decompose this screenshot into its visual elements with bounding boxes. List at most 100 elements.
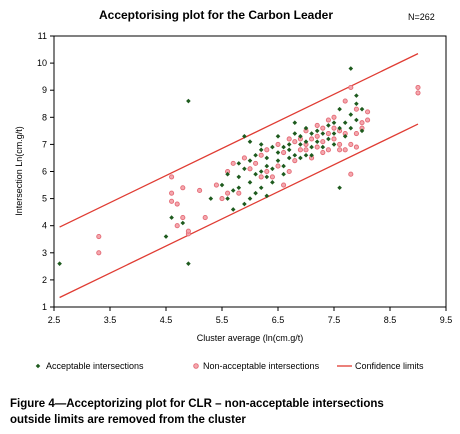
plot-area: [53, 35, 447, 308]
non-acceptable-point: [337, 147, 343, 153]
non-acceptable-point: [169, 190, 175, 196]
non-acceptable-point: [348, 84, 354, 91]
acceptable-point: [309, 152, 314, 158]
acceptable-point: [236, 161, 242, 166]
acceptable-point: [275, 158, 281, 163]
acceptable-point: [298, 142, 303, 147]
legend-acceptable-marker: [35, 363, 41, 369]
non-acceptable-point: [281, 182, 287, 188]
non-acceptable-point: [96, 250, 102, 256]
confidence-limits-lines: [59, 53, 419, 299]
x-tick-label: 2.5: [48, 315, 61, 325]
acceptable-point: [286, 147, 292, 153]
non-acceptable-point: [258, 152, 264, 158]
acceptable-point: [247, 196, 253, 201]
non-acceptable-point: [174, 201, 180, 207]
non-acceptable-point: [297, 147, 303, 153]
acceptable-point: [186, 98, 191, 104]
non-acceptable-point: [325, 147, 331, 153]
caption-line-1: Figure 4—Acceptorizing plot for CLR – no…: [10, 398, 384, 410]
acceptable-point: [258, 147, 264, 153]
acceptable-point: [253, 152, 258, 158]
x-tick-label: 5.5: [216, 315, 229, 325]
data-points: [57, 66, 421, 266]
non-acceptable-point: [236, 190, 242, 196]
non-acceptable-point: [415, 84, 421, 91]
acceptable-point: [292, 152, 298, 158]
x-axis-label: Cluster average (ln(cm.g/t): [197, 333, 304, 343]
acceptable-point: [337, 185, 342, 191]
acceptable-point: [348, 66, 354, 71]
acceptable-point: [348, 125, 354, 131]
non-acceptable-point: [331, 136, 337, 142]
non-acceptable-point: [264, 168, 270, 175]
acceptable-point: [303, 125, 309, 131]
x-tick-label: 3.5: [104, 315, 117, 325]
acceptable-point: [169, 215, 174, 220]
non-acceptable-point: [292, 158, 298, 164]
acceptable-point: [208, 196, 214, 201]
non-acceptable-point: [365, 117, 371, 123]
acceptable-point: [57, 261, 62, 266]
acceptable-point: [337, 125, 342, 131]
acceptable-point: [258, 169, 264, 174]
acceptable-point: [320, 144, 326, 150]
acceptable-point: [326, 136, 331, 142]
acceptable-point: [247, 180, 253, 185]
non-acceptable-point: [169, 174, 175, 180]
acceptable-point: [342, 120, 348, 126]
non-acceptable-point: [286, 136, 292, 142]
non-acceptable-point: [247, 166, 253, 172]
acceptable-point: [264, 163, 270, 169]
acceptable-point: [275, 133, 281, 139]
non-acceptable-point: [180, 215, 186, 221]
acceptable-point: [225, 196, 230, 201]
acceptable-point: [326, 123, 331, 128]
acceptable-point: [253, 171, 258, 177]
sample-size-annotation: N=262: [408, 12, 435, 22]
acceptable-point: [281, 171, 286, 177]
non-acceptable-point: [96, 233, 102, 240]
non-acceptable-point: [353, 131, 359, 137]
acceptable-point: [264, 174, 270, 180]
acceptable-point: [186, 261, 191, 266]
acceptable-point: [242, 166, 247, 172]
non-acceptable-point: [185, 228, 191, 234]
non-acceptable-point: [202, 215, 208, 221]
non-acceptable-point: [348, 171, 354, 177]
acceptable-point: [180, 220, 186, 226]
acceptable-point: [270, 180, 275, 185]
non-acceptable-point: [331, 114, 337, 120]
acceptable-point: [258, 185, 264, 191]
non-acceptable-point: [197, 187, 203, 194]
non-acceptable-point: [342, 147, 348, 153]
non-acceptable-point: [281, 149, 287, 156]
non-acceptable-point: [309, 136, 315, 142]
acceptable-point: [303, 139, 309, 144]
acceptable-point: [286, 142, 292, 147]
non-acceptable-point: [169, 198, 175, 204]
acceptable-point: [281, 163, 286, 169]
non-acceptable-point: [253, 160, 259, 166]
non-acceptable-point: [337, 141, 343, 147]
acceptable-point: [247, 139, 253, 144]
y-tick-label: 10: [37, 58, 47, 68]
non-acceptable-point: [320, 139, 326, 145]
acceptable-point: [331, 120, 337, 126]
acceptable-point: [309, 131, 314, 136]
acceptable-point: [337, 106, 342, 112]
acceptable-point: [253, 190, 258, 196]
acceptable-point: [314, 128, 320, 134]
upper-confidence-limit: [59, 53, 419, 228]
acceptable-point: [236, 185, 242, 191]
non-acceptable-point: [180, 185, 186, 191]
acceptable-point: [359, 128, 365, 134]
non-acceptable-point: [230, 160, 236, 166]
acceptable-point: [354, 101, 359, 107]
legend: Acceptable intersections Non-acceptable i…: [35, 361, 424, 371]
acceptable-point: [264, 193, 270, 199]
acceptable-point: [354, 93, 359, 98]
non-acceptable-point: [359, 120, 365, 126]
acceptable-point: [331, 142, 337, 147]
